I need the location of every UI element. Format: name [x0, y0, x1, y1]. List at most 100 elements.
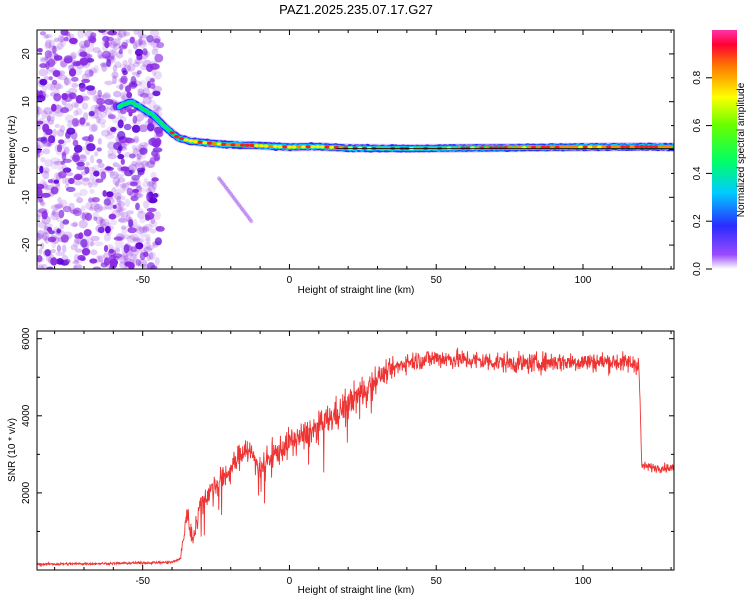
- noise-blob: [40, 157, 46, 163]
- noise-blob: [139, 92, 149, 98]
- noise-blob: [97, 118, 107, 125]
- noise-blob: [53, 226, 60, 232]
- noise-blob: [117, 177, 126, 183]
- noise-blob: [73, 102, 80, 109]
- streak-point: [245, 213, 250, 218]
- noise-blob: [37, 233, 41, 242]
- noise-blob: [97, 255, 104, 263]
- noise-blob: [71, 82, 79, 88]
- ridge-core: [474, 146, 480, 150]
- noise-blob: [117, 119, 124, 129]
- noise-blob: [112, 246, 121, 253]
- noise-blob: [62, 158, 72, 163]
- streak-point: [235, 201, 240, 206]
- noise-blob: [93, 241, 104, 246]
- noise-blob: [99, 259, 103, 264]
- noise-blob: [84, 30, 94, 38]
- ridge-core: [286, 145, 293, 149]
- noise-blob: [66, 172, 74, 177]
- ridge-core: [596, 145, 603, 149]
- noise-blob: [124, 242, 131, 250]
- noise-blob: [153, 71, 162, 80]
- streak-point: [230, 194, 235, 199]
- noise-blob: [113, 90, 122, 98]
- noise-blob: [147, 117, 154, 125]
- noise-blob: [132, 147, 139, 157]
- noise-blob: [72, 154, 80, 163]
- noise-blob: [100, 62, 108, 68]
- noise-blob: [44, 249, 51, 257]
- noise-blob: [125, 85, 131, 93]
- noise-blob: [139, 142, 150, 147]
- noise-blob: [75, 60, 81, 66]
- ridge-core: [329, 145, 335, 149]
- noise-blob: [131, 144, 137, 150]
- noise-blob: [92, 94, 98, 102]
- y-tick-label: 0: [21, 146, 32, 152]
- noise-blob: [42, 142, 52, 148]
- noise-blob: [149, 219, 158, 228]
- streak-point: [226, 188, 231, 193]
- streak-point: [219, 179, 224, 184]
- noise-blob: [148, 252, 154, 260]
- noise-blob: [135, 114, 144, 122]
- noise-blob: [152, 90, 161, 97]
- noise-blob: [53, 172, 63, 180]
- noise-blob: [104, 55, 115, 60]
- noise-blob: [125, 39, 132, 44]
- noise-blob: [122, 31, 131, 37]
- noise-blob: [119, 183, 127, 189]
- noise-blob: [132, 188, 140, 193]
- noise-blob: [91, 181, 98, 188]
- noise-blob: [42, 123, 50, 133]
- noise-blob: [114, 61, 122, 69]
- noise-blob: [56, 258, 64, 265]
- noise-blob: [74, 264, 83, 269]
- noise-blob: [108, 50, 117, 58]
- noise-blob: [56, 228, 61, 234]
- noise-blob: [120, 91, 129, 101]
- noise-blob: [96, 116, 101, 124]
- noise-blob: [88, 124, 97, 132]
- noise-blob: [72, 221, 78, 228]
- noise-blob: [37, 183, 45, 190]
- noise-blob: [47, 141, 52, 148]
- noise-blob: [84, 212, 93, 221]
- noise-blob: [128, 111, 133, 117]
- ridge-core: [657, 145, 664, 149]
- noise-blob: [80, 146, 90, 151]
- noise-blob: [90, 241, 95, 247]
- noise-blob: [151, 181, 158, 190]
- noise-blob: [83, 211, 90, 220]
- ridge-core: [178, 137, 184, 141]
- noise-blob: [94, 151, 99, 157]
- noise-blob: [41, 215, 51, 225]
- noise-blob: [69, 33, 75, 39]
- noise-blob: [135, 185, 142, 191]
- ridge-core: [225, 143, 231, 147]
- noise-blob: [43, 183, 49, 191]
- noise-blob: [100, 62, 109, 67]
- noise-blob: [96, 147, 102, 152]
- noise-blob: [50, 116, 55, 122]
- streak-point: [241, 208, 246, 213]
- noise-blob: [50, 257, 58, 266]
- noise-blob: [37, 137, 47, 142]
- x-tick-label: -50: [135, 576, 150, 587]
- noise-blob: [56, 42, 64, 50]
- noise-blob: [119, 78, 127, 83]
- noise-blob: [89, 173, 95, 182]
- noise-blob: [55, 216, 62, 222]
- noise-blob: [147, 122, 155, 132]
- ridge-core: [625, 145, 631, 149]
- noise-blob: [57, 165, 65, 172]
- noise-blob: [131, 174, 140, 181]
- noise-blob: [108, 48, 117, 54]
- noise-blob: [39, 78, 48, 86]
- ridge-core: [493, 146, 499, 150]
- noise-blob: [114, 239, 124, 249]
- noise-blob: [99, 216, 104, 224]
- noise-blob: [57, 34, 65, 43]
- noise-blob: [93, 64, 99, 74]
- noise-blob: [41, 232, 50, 241]
